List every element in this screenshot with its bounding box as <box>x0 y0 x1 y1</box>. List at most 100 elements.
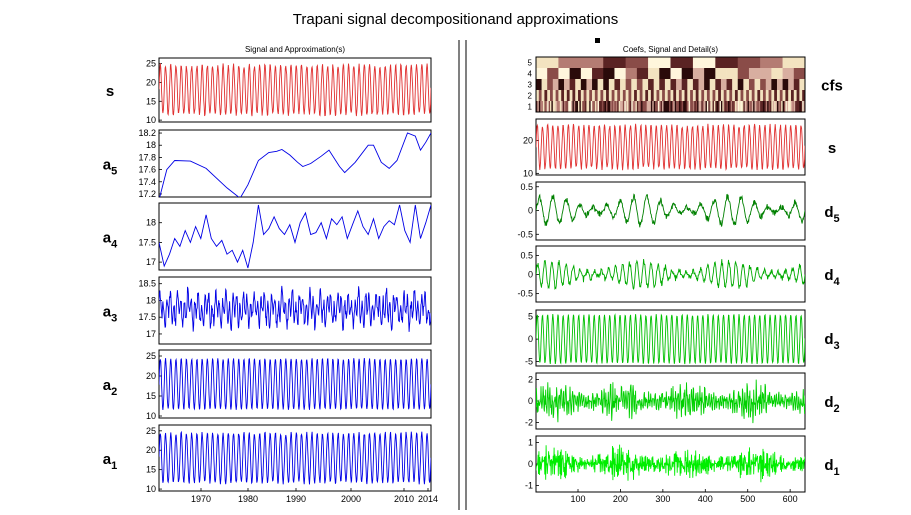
y-tick-label: 0 <box>528 396 533 406</box>
right-axis-d4: -0.5 0 0.5 d4 <box>517 245 841 303</box>
series-label-subscript: 1 <box>111 460 117 472</box>
coefficient-cell <box>639 101 642 113</box>
level-tick-label: 5 <box>528 59 533 68</box>
coefficient-cell <box>727 101 730 113</box>
coefficient-cell <box>704 101 706 113</box>
coefficient-cell <box>670 57 694 69</box>
coefficient-cell <box>583 90 587 102</box>
coefficient-cell <box>799 79 806 91</box>
coefficient-cell <box>597 101 600 113</box>
coefficient-cell <box>655 101 657 113</box>
coefficient-cell <box>554 101 556 113</box>
coefficient-cell <box>802 101 804 113</box>
coefficient-cell <box>578 90 582 102</box>
coefficient-cell <box>705 101 708 113</box>
coefficient-cell <box>659 79 666 91</box>
coefficient-cell <box>740 101 743 113</box>
y-tick-label: 17 <box>146 329 156 339</box>
y-tick-label: 0 <box>528 270 533 280</box>
coefficient-cell <box>552 90 556 102</box>
series-label-subscript: 5 <box>834 213 840 225</box>
coefficient-cell <box>585 101 587 113</box>
y-tick-label: 17.8 <box>138 152 156 162</box>
coefficient-cell <box>768 101 771 113</box>
coefficient-cell <box>670 101 673 113</box>
coefficient-cell <box>547 79 554 91</box>
coefficient-cell <box>692 79 699 91</box>
coefficient-cell <box>648 57 671 69</box>
coefficient-cell <box>711 101 713 113</box>
coefficient-cell <box>592 79 598 91</box>
coefficient-cell <box>725 101 727 113</box>
coefficient-cell <box>586 79 593 91</box>
coefficient-cell <box>771 79 778 91</box>
coefficient-cell <box>613 101 615 113</box>
coefficient-cell <box>670 68 683 80</box>
coefficient-cell <box>709 79 716 91</box>
coefficient-cell <box>793 79 800 91</box>
coefficient-cell <box>713 101 716 113</box>
y-tick-label: 25 <box>146 351 156 361</box>
coefficient-cell <box>799 90 803 102</box>
coefficient-cell <box>793 101 796 113</box>
coefficient-cell <box>536 68 548 80</box>
coefficient-cell <box>692 68 705 80</box>
coefficient-cell <box>687 90 691 102</box>
coefficient-cell <box>747 101 750 113</box>
coefficient-cell <box>669 101 671 113</box>
coefficient-cell <box>751 101 754 113</box>
coefficient-cell <box>592 68 604 80</box>
coefficient-cell <box>802 90 806 102</box>
coefficient-cell <box>600 90 604 102</box>
coefficient-cell <box>797 101 800 113</box>
figure-title: Trapani signal decompositionand approxim… <box>292 11 619 28</box>
coefficient-cell <box>664 90 668 102</box>
coefficient-cell <box>628 101 631 113</box>
coefficient-cell <box>712 90 716 102</box>
coefficient-cell <box>754 79 761 91</box>
coefficient-cell <box>723 101 726 113</box>
coefficient-cell <box>538 90 542 102</box>
right-panel-title: Coefs, Signal and Detail(s) <box>623 45 718 54</box>
coefficient-cell <box>715 79 722 91</box>
coefficient-cell <box>614 68 626 80</box>
coefficient-cell <box>579 101 582 113</box>
coefficient-cell <box>767 101 769 113</box>
coefficient-cell <box>782 57 806 69</box>
coefficient-cell <box>762 90 767 102</box>
coefficient-cell <box>788 79 795 91</box>
coefficient-cell <box>765 79 772 91</box>
coefficient-cell <box>695 90 699 102</box>
coefficient-cell <box>620 79 626 91</box>
coefficient-cell <box>625 90 629 102</box>
series-label-subscript: 4 <box>111 239 118 251</box>
coefficient-cell <box>722 101 725 113</box>
coefficient-cell <box>610 101 612 113</box>
coefficient-cell <box>603 57 626 69</box>
coefficient-cell <box>642 101 645 113</box>
coefficient-cell <box>580 101 583 113</box>
coefficient-cell <box>558 101 561 113</box>
y-tick-label: 1 <box>528 437 533 447</box>
coefficient-cell <box>720 90 725 102</box>
series-line-d4 <box>536 258 805 291</box>
coefficient-cell <box>667 101 670 113</box>
coefficient-cell <box>760 79 767 91</box>
y-tick-label: 17 <box>146 257 156 267</box>
coefficient-cell <box>743 79 750 91</box>
coefficient-cell <box>743 101 746 113</box>
series-line-a4 <box>159 204 431 269</box>
coefficient-heatmap: 5 4 3 2 1 cfs <box>528 56 843 113</box>
coefficient-cell <box>736 101 739 113</box>
coefficient-cell <box>698 101 701 113</box>
coefficient-cell <box>614 101 617 113</box>
coefficient-cell <box>718 101 720 113</box>
coefficient-cell <box>681 90 685 102</box>
coefficient-cell <box>571 101 573 113</box>
series-label: d4 <box>824 267 840 288</box>
coefficient-cell <box>608 90 612 102</box>
coefficient-cell <box>737 79 744 91</box>
coefficient-cell <box>754 101 757 113</box>
y-tick-label: -1 <box>525 481 533 491</box>
coefficient-cell <box>607 101 610 113</box>
